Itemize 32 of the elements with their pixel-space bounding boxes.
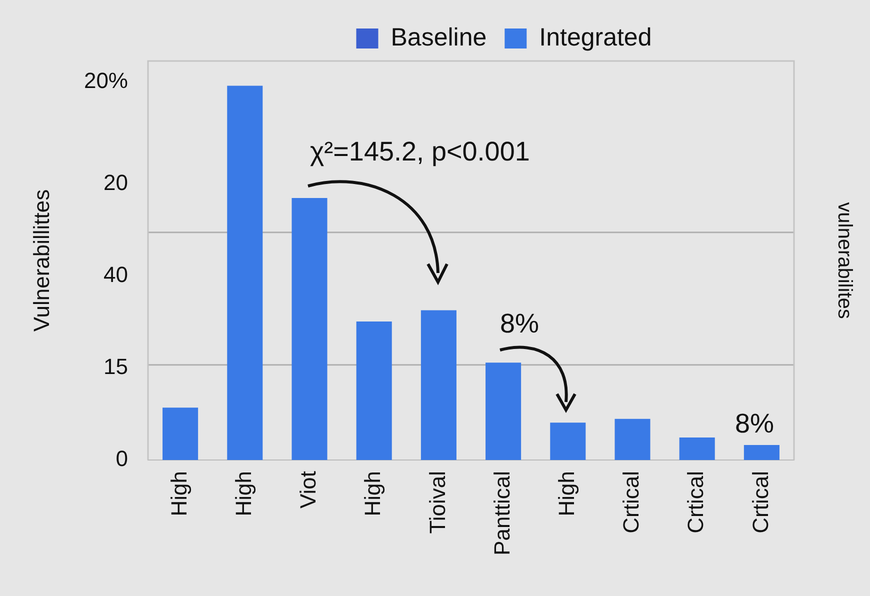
bar	[356, 322, 392, 460]
bar	[420, 310, 456, 460]
bar	[550, 422, 586, 460]
y-axis-title: Vulnerabillittes	[29, 189, 54, 332]
annotation: 8%	[735, 408, 774, 438]
text: 20	[104, 170, 128, 196]
annotation: χ²=145.2, p<0.001	[310, 136, 530, 166]
bar	[679, 438, 715, 460]
x-tick-label: Panttical	[489, 471, 514, 556]
x-tick-label: High	[166, 471, 192, 516]
x-tick-label: High	[360, 471, 386, 516]
bar	[614, 418, 650, 460]
annotation: 8%	[500, 308, 540, 338]
x-tick-label: Tioival	[424, 471, 450, 534]
bar	[486, 362, 522, 460]
bar	[292, 198, 328, 460]
x-tick-label: High	[554, 471, 579, 516]
bar	[227, 86, 263, 460]
x-tick-label: High	[230, 471, 256, 516]
legend-label: Integrated	[539, 23, 652, 52]
bar	[162, 408, 198, 460]
text: 15	[104, 354, 128, 380]
text: 0	[116, 446, 128, 472]
x-tick-label: Crtical	[618, 471, 644, 534]
y2-axis-title: vulnerabilites	[833, 202, 856, 319]
x-tick-label: Viot	[296, 471, 321, 509]
x-tick-label: Crtical	[683, 471, 708, 534]
legend-label: Baseline	[390, 23, 487, 52]
text: 40	[104, 262, 128, 288]
text: 20%	[84, 68, 128, 94]
x-tick-label: Crtical	[748, 471, 773, 534]
bar	[744, 445, 780, 460]
